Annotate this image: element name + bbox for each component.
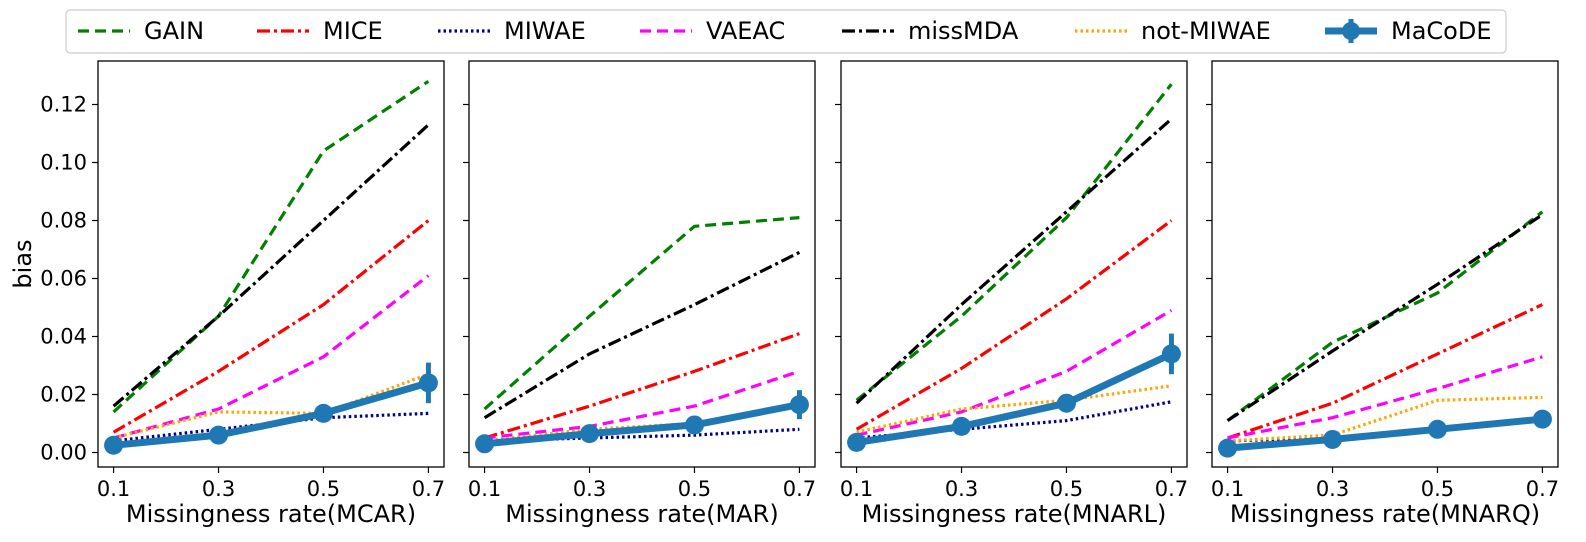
x-tick-label: 0.7 <box>783 477 816 501</box>
data-point-macode <box>847 432 867 452</box>
x-tick-label: 0.7 <box>1155 477 1188 501</box>
legend-label-gain: GAIN <box>144 17 204 45</box>
x-tick-label: 0.1 <box>840 477 873 501</box>
legend-label-not-miwae: not-MIWAE <box>1141 17 1271 45</box>
x-tick-label: 0.5 <box>307 477 340 501</box>
legend-label-miwae: MIWAE <box>504 17 586 45</box>
data-point-macode <box>789 395 809 415</box>
series-line-not-miwae <box>1227 395 1543 443</box>
data-point-macode <box>418 373 438 393</box>
data-point-macode <box>1218 438 1238 458</box>
data-point-macode <box>1161 344 1181 364</box>
legend-label-missmda: missMDA <box>908 17 1019 45</box>
chart-panels: 0.00 0.02 0.04 0.06 0.08 0.10 0.12 0.1 0.3 0.5 0.7… <box>9 60 1559 528</box>
legend-marker-macode <box>1342 22 1360 40</box>
plot-area <box>1212 61 1558 467</box>
legend-label-vaeac: VAEAC <box>706 17 785 45</box>
series-line-missmda <box>1226 213 1544 422</box>
data-point-macode <box>1323 429 1343 449</box>
series-line-gain <box>1226 210 1544 422</box>
series-line-vaeac <box>484 369 800 440</box>
x-tick-label: 0.7 <box>1526 477 1559 501</box>
series-line-macode <box>113 379 430 449</box>
y-tick-label: 0.04 <box>40 325 87 349</box>
data-point-macode <box>580 424 600 444</box>
series-line-not-miwae <box>856 384 1172 434</box>
data-point-macode <box>209 425 229 445</box>
axes-frame <box>468 60 816 468</box>
x-tick-label: 0.7 <box>412 477 445 501</box>
data-point-macode <box>104 435 124 455</box>
data-point-macode <box>684 415 704 435</box>
plot-area <box>98 61 444 467</box>
x-tick-label: 0.1 <box>97 477 130 501</box>
legend-frame <box>65 9 1507 54</box>
x-tick-label: 0.5 <box>1050 477 1083 501</box>
data-point-macode <box>475 434 495 454</box>
series-line-mice <box>855 219 1173 431</box>
x-tick-label: 0.1 <box>468 477 501 501</box>
panel-mcar: 0.00 0.02 0.04 0.06 0.08 0.10 0.12 0.1 0.3 0.5 0.7… <box>9 60 445 528</box>
series-line-missmda <box>483 250 801 420</box>
x-tick-label: 0.5 <box>1421 477 1454 501</box>
legend: GAIN MICE MIWAE VAEAC missMDA not-MIWAE MaCoDE <box>65 9 1507 54</box>
plot-area <box>469 61 815 467</box>
y-tick-label: 0.10 <box>40 151 87 175</box>
data-point-macode <box>1056 393 1076 413</box>
data-point-macode <box>313 403 333 423</box>
x-axis-label: Missingness rate(MAR) <box>505 500 778 528</box>
x-tick-label: 0.3 <box>573 477 606 501</box>
x-tick-label: 0.3 <box>1316 477 1349 501</box>
series-line-mice <box>1227 303 1544 440</box>
y-tick-label: 0.12 <box>40 93 87 117</box>
x-tick-label: 0.3 <box>202 477 235 501</box>
legend-label-mice: MICE <box>323 17 383 45</box>
axes-frame <box>97 60 445 468</box>
series-line-macode <box>484 401 801 448</box>
legend-label-macode: MaCoDE <box>1391 17 1492 45</box>
plot-area <box>841 61 1187 467</box>
series-line-mice <box>484 332 800 440</box>
axes-frame <box>840 60 1188 468</box>
x-tick-label: 0.3 <box>945 477 978 501</box>
axes-frame <box>1211 60 1559 468</box>
y-tick-label: 0.06 <box>40 267 87 291</box>
series-line-macode <box>856 350 1173 446</box>
series-line-missmda <box>855 117 1173 405</box>
series-line-gain <box>855 83 1173 402</box>
x-axis-label: Missingness rate(MCAR) <box>126 500 416 528</box>
data-point-macode <box>1532 409 1552 429</box>
y-tick-label: 0.08 <box>40 209 87 233</box>
series-line-macode <box>1227 415 1543 452</box>
x-axis-label: Missingness rate(MNARL) <box>862 500 1167 528</box>
series-line-vaeac <box>1227 355 1543 440</box>
x-tick-label: 0.1 <box>1211 477 1244 501</box>
series-line-vaeac <box>856 309 1173 437</box>
series-line-gain <box>112 79 430 414</box>
y-tick-label: 0.02 <box>40 383 87 407</box>
y-tick-label: 0.00 <box>40 441 87 465</box>
series-line-not-miwae <box>113 372 429 440</box>
x-axis-label: Missingness rate(MNARQ) <box>1230 500 1540 528</box>
y-axis-label: bias <box>9 239 37 288</box>
data-point-macode <box>952 416 972 436</box>
series-line-missmda <box>112 123 430 408</box>
data-point-macode <box>1427 419 1447 439</box>
series-line-vaeac <box>113 274 430 440</box>
series-line-mice <box>112 219 430 434</box>
x-tick-label: 0.5 <box>678 477 711 501</box>
series-line-gain <box>483 216 800 411</box>
